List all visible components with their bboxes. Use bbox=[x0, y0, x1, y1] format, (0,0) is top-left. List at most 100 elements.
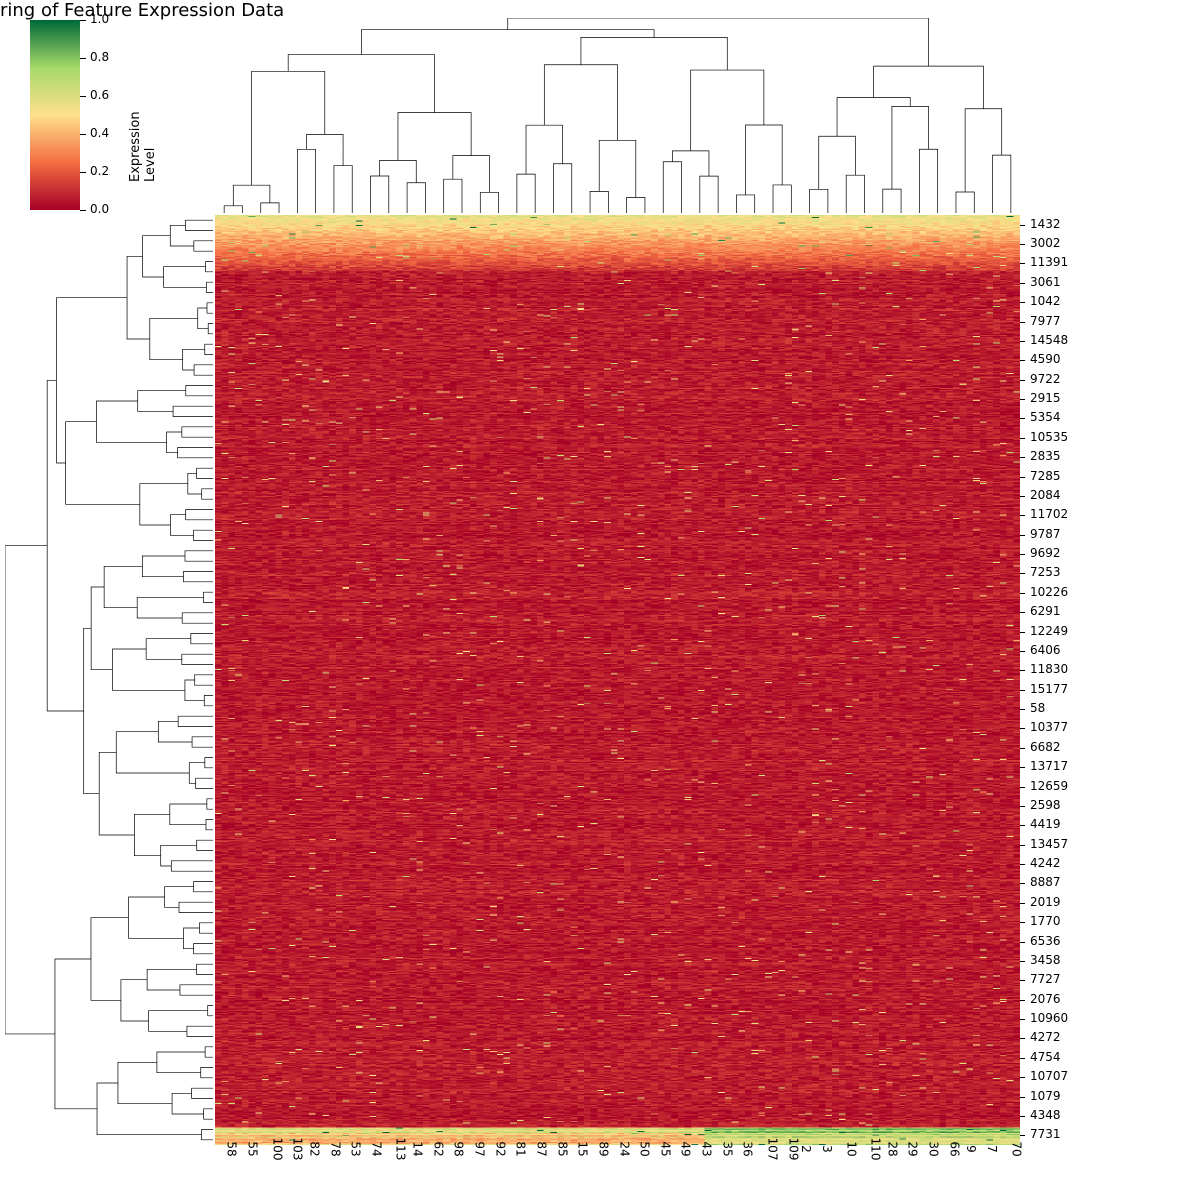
y-tick bbox=[1020, 263, 1025, 264]
x-tick-label: 85 bbox=[555, 1141, 569, 1156]
y-tick-label: 13457 bbox=[1030, 837, 1068, 851]
y-tick-label: 1079 bbox=[1030, 1089, 1061, 1103]
y-tick bbox=[1020, 535, 1025, 536]
y-tick-label: 4419 bbox=[1030, 817, 1061, 831]
y-tick bbox=[1020, 322, 1025, 323]
y-tick bbox=[1020, 593, 1025, 594]
y-tick bbox=[1020, 903, 1025, 904]
y-tick-label: 9722 bbox=[1030, 372, 1061, 386]
y-tick-label: 9692 bbox=[1030, 546, 1061, 560]
y-tick bbox=[1020, 806, 1025, 807]
y-tick bbox=[1020, 496, 1025, 497]
y-tick bbox=[1020, 1019, 1025, 1020]
heatmap-canvas bbox=[215, 215, 1020, 1145]
colorbar-tick: 1.0 bbox=[90, 12, 109, 26]
x-tick-label: 3 bbox=[820, 1145, 834, 1153]
colorbar-tick: 0.6 bbox=[90, 88, 109, 102]
y-tick bbox=[1020, 883, 1025, 884]
colorbar: 0.00.20.40.60.81.0 Expression Level bbox=[30, 20, 140, 210]
x-tick-label: 100 bbox=[270, 1138, 284, 1161]
x-tick-label: 49 bbox=[679, 1141, 693, 1156]
x-tick-label: 58 bbox=[225, 1141, 239, 1156]
y-tick-label: 4348 bbox=[1030, 1108, 1061, 1122]
y-tick-label: 9787 bbox=[1030, 527, 1061, 541]
x-tick-label: 113 bbox=[394, 1138, 408, 1161]
x-tick-label: 66 bbox=[947, 1141, 961, 1156]
y-tick-label: 2835 bbox=[1030, 449, 1061, 463]
y-tick-label: 15177 bbox=[1030, 682, 1068, 696]
y-tick bbox=[1020, 1058, 1025, 1059]
y-tick-label: 4272 bbox=[1030, 1030, 1061, 1044]
x-tick-label: 2 bbox=[799, 1145, 813, 1153]
y-tick-label: 10707 bbox=[1030, 1069, 1068, 1083]
y-tick bbox=[1020, 515, 1025, 516]
x-tick-label: 87 bbox=[535, 1141, 549, 1156]
x-tick-label: 28 bbox=[885, 1141, 899, 1156]
y-tick-label: 1432 bbox=[1030, 217, 1061, 231]
y-tick bbox=[1020, 709, 1025, 710]
y-tick bbox=[1020, 690, 1025, 691]
y-tick-label: 14548 bbox=[1030, 333, 1068, 347]
y-tick-label: 10960 bbox=[1030, 1011, 1068, 1025]
y-tick-label: 10535 bbox=[1030, 430, 1068, 444]
y-tick bbox=[1020, 864, 1025, 865]
y-tick-label: 10377 bbox=[1030, 720, 1068, 734]
x-tick-label: 107 bbox=[765, 1138, 779, 1161]
y-tick bbox=[1020, 922, 1025, 923]
y-tick bbox=[1020, 302, 1025, 303]
y-tick-label: 1770 bbox=[1030, 914, 1061, 928]
x-tick-label: 110 bbox=[869, 1138, 883, 1161]
row-dendrogram bbox=[5, 215, 213, 1145]
x-tick-label: 14 bbox=[411, 1141, 425, 1156]
x-tick-label: 78 bbox=[328, 1141, 342, 1156]
x-tick-label: 98 bbox=[452, 1141, 466, 1156]
y-tick-label: 11702 bbox=[1030, 507, 1068, 521]
y-tick bbox=[1020, 1116, 1025, 1117]
x-tick-label: 62 bbox=[431, 1141, 445, 1156]
y-tick bbox=[1020, 225, 1025, 226]
y-tick bbox=[1020, 825, 1025, 826]
y-tick bbox=[1020, 980, 1025, 981]
y-tick-label: 2019 bbox=[1030, 895, 1061, 909]
y-tick-label: 6406 bbox=[1030, 643, 1061, 657]
heatmap bbox=[215, 215, 1020, 1145]
y-tick-label: 3002 bbox=[1030, 236, 1061, 250]
x-tick-label: 29 bbox=[906, 1141, 920, 1156]
y-tick-label: 3061 bbox=[1030, 275, 1061, 289]
x-tick-label: 53 bbox=[349, 1141, 363, 1156]
y-tick-label: 2598 bbox=[1030, 798, 1061, 812]
x-tick-label: 35 bbox=[720, 1141, 734, 1156]
y-tick-label: 3458 bbox=[1030, 953, 1061, 967]
y-tick-label: 11830 bbox=[1030, 662, 1068, 676]
y-tick bbox=[1020, 942, 1025, 943]
y-tick-label: 8887 bbox=[1030, 875, 1061, 889]
x-tick-label: 7 bbox=[985, 1145, 999, 1153]
y-tick bbox=[1020, 244, 1025, 245]
x-tick-label: 92 bbox=[493, 1141, 507, 1156]
y-tick bbox=[1020, 787, 1025, 788]
x-tick-label: 9 bbox=[964, 1145, 978, 1153]
x-tick-label: 103 bbox=[291, 1138, 305, 1161]
y-tick bbox=[1020, 651, 1025, 652]
y-tick-label: 11391 bbox=[1030, 255, 1068, 269]
y-tick bbox=[1020, 845, 1025, 846]
y-tick bbox=[1020, 612, 1025, 613]
x-tick-label: 30 bbox=[927, 1141, 941, 1156]
x-tick-label: 43 bbox=[700, 1141, 714, 1156]
y-tick-label: 7253 bbox=[1030, 565, 1061, 579]
y-tick-label: 58 bbox=[1030, 701, 1045, 715]
colorbar-tick: 0.4 bbox=[90, 126, 109, 140]
y-tick-label: 6682 bbox=[1030, 740, 1061, 754]
y-tick bbox=[1020, 477, 1025, 478]
y-tick-label: 4590 bbox=[1030, 352, 1061, 366]
y-tick bbox=[1020, 380, 1025, 381]
y-tick bbox=[1020, 1000, 1025, 1001]
colorbar-tick: 0.0 bbox=[90, 202, 109, 216]
x-tick-label: 74 bbox=[369, 1141, 383, 1156]
x-tick-label: 82 bbox=[308, 1141, 322, 1156]
colorbar-tick: 0.8 bbox=[90, 50, 109, 64]
y-tick bbox=[1020, 399, 1025, 400]
y-tick-label: 1042 bbox=[1030, 294, 1061, 308]
colorbar-gradient bbox=[30, 20, 80, 210]
y-tick-label: 4754 bbox=[1030, 1050, 1061, 1064]
